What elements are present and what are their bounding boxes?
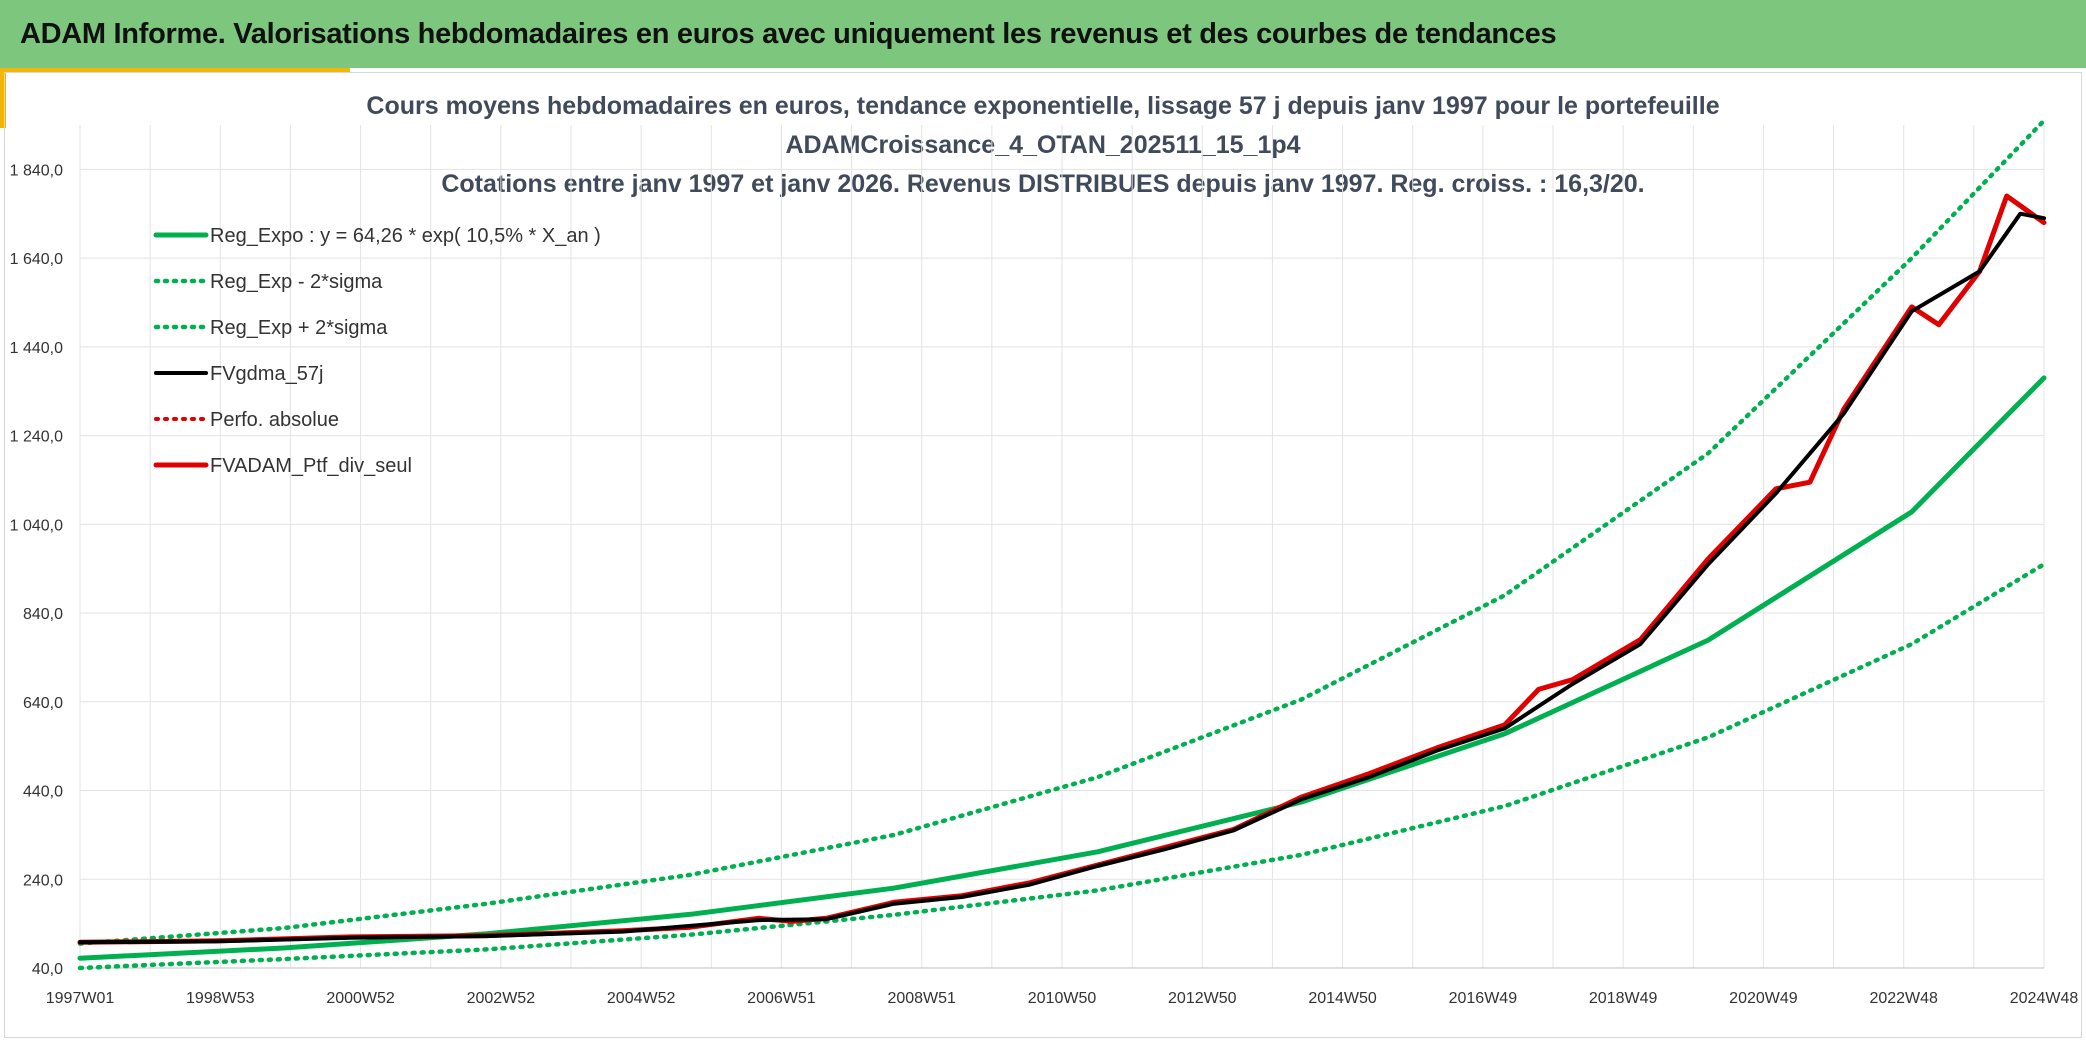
- y-tick-label: 1 440,0: [10, 340, 63, 357]
- legend-item-fvgdma-57j: FVgdma_57j: [154, 363, 323, 385]
- x-tick-label: 2000W52: [326, 990, 395, 1007]
- legend-label: Perfo. absolue: [210, 409, 339, 431]
- legend-item-reg-exp-minus-2sigma: Reg_Exp - 2*sigma: [153, 271, 383, 293]
- series-line-fvgdma-57j: [78, 211, 2046, 945]
- chart-frame: [4, 72, 2082, 1038]
- x-tick-label: 2020W49: [1729, 990, 1798, 1007]
- legend-label: Reg_Expo : y = 64,26 * exp( 10,5% * X_an…: [210, 225, 601, 247]
- y-tick-label: 440,0: [23, 784, 63, 801]
- y-tick-label: 40,0: [32, 961, 63, 978]
- y-tick-label: 1 640,0: [10, 251, 63, 268]
- series-line-reg-exp-minus-2sigma: [77, 561, 2047, 971]
- header-title: ADAM Informe. Valorisations hebdomadaire…: [20, 17, 1557, 50]
- accent-bar-left: [0, 68, 6, 128]
- y-tick-label: 1 840,0: [10, 162, 63, 179]
- x-tick-label: 2012W50: [1168, 990, 1237, 1007]
- y-tick-label: 1 040,0: [10, 517, 63, 534]
- x-tick-label: 2018W49: [1589, 990, 1658, 1007]
- legend-item-perfo-absolue: Perfo. absolue: [154, 409, 339, 431]
- series-line-reg-exp-plus-2sigma: [77, 118, 2047, 946]
- header-bar: ADAM Informe. Valorisations hebdomadaire…: [0, 0, 2086, 68]
- legend-item-reg-expo: Reg_Expo : y = 64,26 * exp( 10,5% * X_an…: [153, 225, 601, 247]
- x-tick-label: 1998W53: [186, 990, 255, 1007]
- x-tick-label: 2022W48: [1869, 990, 1938, 1007]
- y-tick-label: 1 240,0: [10, 429, 63, 446]
- x-tick-label: 2010W50: [1028, 990, 1097, 1007]
- x-tick-label: 2016W49: [1449, 990, 1518, 1007]
- legend-label: FVgdma_57j: [210, 363, 323, 385]
- legend-item-fvadam-ptf-div-seul: FVADAM_Ptf_div_seul: [153, 455, 412, 477]
- x-tick-label: 2008W51: [887, 990, 956, 1007]
- y-tick-label: 840,0: [23, 606, 63, 623]
- x-tick-label: 2002W52: [467, 990, 536, 1007]
- y-tick-label: 240,0: [23, 872, 63, 889]
- legend-label: FVADAM_Ptf_div_seul: [210, 455, 412, 477]
- x-tick-label: 2006W51: [747, 990, 816, 1007]
- legend-label: Reg_Exp + 2*sigma: [210, 317, 388, 339]
- chart-title-line-1: Cours moyens hebdomadaires en euros, ten…: [366, 92, 1720, 120]
- x-tick-label: 2004W52: [607, 990, 676, 1007]
- y-tick-label: 640,0: [23, 695, 63, 712]
- x-tick-label: 2024W48: [2010, 990, 2079, 1007]
- legend-label: Reg_Exp - 2*sigma: [210, 271, 383, 293]
- x-tick-label: 2014W50: [1308, 990, 1377, 1007]
- legend-item-reg-exp-plus-2sigma: Reg_Exp + 2*sigma: [153, 317, 388, 339]
- chart-title-line-3: Cotations entre janv 1997 et janv 2026. …: [441, 170, 1645, 198]
- accent-bar-top: [0, 68, 350, 72]
- chart-title-line-2: ADAMCroissance_4_OTAN_202511_15_1p4: [785, 131, 1301, 159]
- x-tick-label: 1997W01: [46, 990, 115, 1007]
